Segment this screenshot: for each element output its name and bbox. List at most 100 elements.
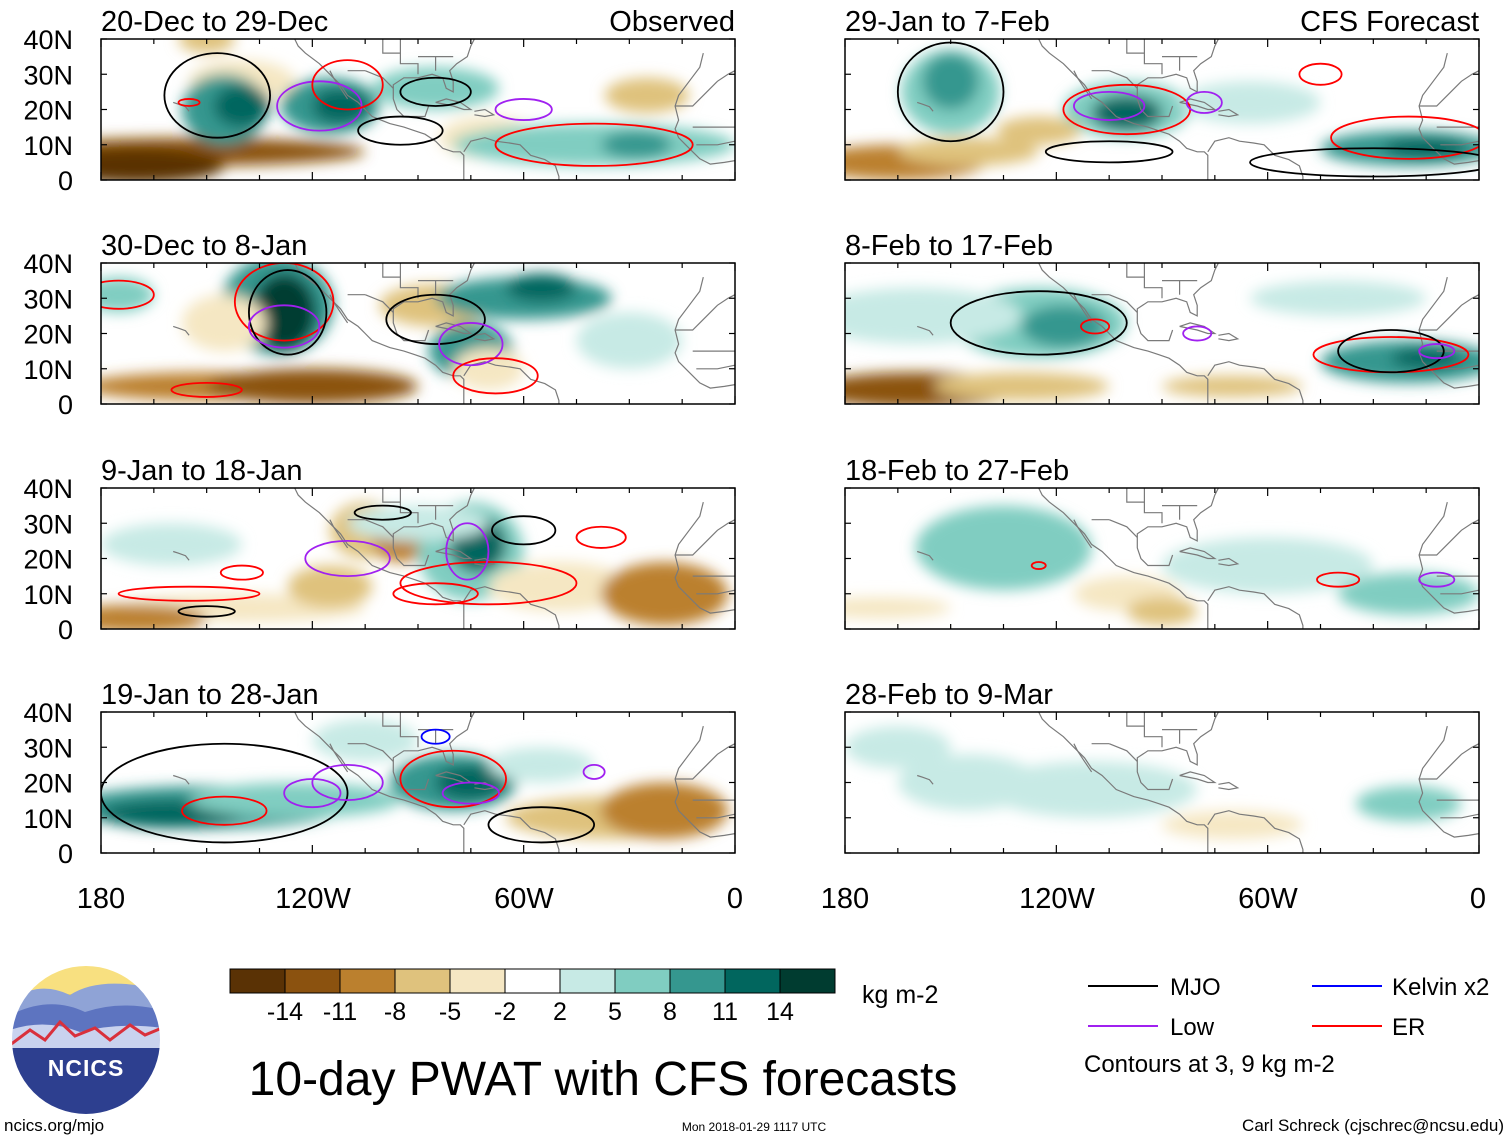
- wave-contour: [233, 263, 335, 342]
- pwat-anomaly-region: [1338, 572, 1479, 615]
- coastline: [1440, 140, 1479, 146]
- wave-contour: [949, 290, 1128, 356]
- coastline: [1073, 743, 1093, 773]
- pwat-anomaly-region: [206, 368, 418, 404]
- coastline: [1179, 771, 1217, 784]
- x-tick-180: 180: [77, 883, 125, 915]
- wave-contour: [181, 795, 268, 826]
- colorbar-swatch: [339, 968, 396, 994]
- coastline: [329, 743, 349, 773]
- map-panel: 9-Jan to 18-Jan 40N 30N 20N 10N 0: [23, 455, 736, 645]
- coastline: [1126, 488, 1145, 503]
- wave-contour: [1330, 115, 1479, 160]
- coastline: [463, 137, 560, 180]
- colorbar-units: kg m-2: [862, 981, 938, 1009]
- wave-contour: [1337, 329, 1445, 374]
- colorbar-label: -8: [384, 998, 406, 1026]
- coastline: [329, 519, 349, 549]
- wave-contour: [117, 585, 261, 602]
- colorbar-swatch: [724, 968, 781, 994]
- pwat-anomaly-region: [601, 130, 672, 159]
- wave-contour: [276, 80, 363, 132]
- pwat-anomaly-region: [922, 53, 979, 110]
- coastline: [364, 519, 394, 538]
- pwat-anomaly-region: [1162, 537, 1374, 594]
- pwat-anomaly-region: [1162, 810, 1303, 839]
- colorbar: -14 -11 -8 -5 -2 2 5 8 11 14: [229, 968, 836, 1026]
- website-link[interactable]: ncics.org/mjo: [4, 1116, 104, 1135]
- y-tick-label: 20N: [23, 320, 73, 350]
- colorbar-label: -5: [439, 998, 461, 1026]
- colorbar-swatch: [394, 968, 451, 994]
- colorbar-swatch: [669, 968, 726, 994]
- coastline: [294, 712, 465, 853]
- y-tick-label: 10N: [23, 804, 73, 834]
- pwat-anomaly-region: [576, 312, 683, 369]
- coastline: [1218, 557, 1240, 567]
- coastline: [1418, 52, 1479, 165]
- coastline: [1218, 781, 1240, 791]
- map-panel: 8-Feb to 17-Feb: [844, 230, 1480, 405]
- pwat-anomaly-region: [601, 562, 728, 626]
- wave-contour: [311, 59, 384, 111]
- wave-contour: [311, 763, 384, 802]
- coastline: [696, 589, 735, 595]
- wave-contour: [177, 98, 201, 107]
- coastline: [1038, 39, 1209, 180]
- coastline: [1218, 108, 1240, 118]
- pwat-anomaly-region: [985, 761, 1198, 818]
- coastline: [1073, 294, 1093, 324]
- coastline: [474, 108, 496, 118]
- wave-contour: [1418, 571, 1456, 588]
- colorbar-label: 2: [553, 998, 567, 1026]
- y-tick-label: 10N: [23, 355, 73, 385]
- coastline: [1207, 137, 1304, 180]
- map-panel: 18-Feb to 27-Feb: [844, 455, 1480, 630]
- pwat-anomaly-region: [312, 88, 369, 124]
- coastline: [1108, 519, 1138, 538]
- x-tick-180: 180: [821, 883, 869, 915]
- legend-mjo-label: MJO: [1170, 974, 1221, 1001]
- wave-contour: [399, 76, 472, 107]
- coastline: [1143, 488, 1163, 524]
- y-tick-label: 40N: [23, 698, 73, 728]
- wave-contour: [304, 539, 391, 578]
- figure-title: 10-day PWAT with CFS forecasts: [249, 1053, 958, 1106]
- wave-contour: [101, 742, 349, 844]
- y-tick-label: 40N: [23, 249, 73, 279]
- coastline: [1179, 322, 1217, 335]
- y-tick-label: 0: [58, 166, 73, 196]
- x-axis-right: 180 120W 60W 0: [821, 883, 1486, 915]
- colorbar-swatch: [284, 968, 341, 994]
- panel-title: 18-Feb to 27-Feb: [845, 455, 1069, 487]
- pwat-anomaly-region: [101, 604, 207, 629]
- coastline: [1218, 332, 1240, 342]
- coastline: [364, 743, 394, 762]
- pwat-anomaly-region: [488, 562, 630, 612]
- pwat-anomaly-region: [996, 116, 1081, 145]
- y-tick-label: 20N: [23, 769, 73, 799]
- panel-title: 19-Jan to 28-Jan: [101, 679, 319, 711]
- x-tick-60w: 60W: [1238, 883, 1298, 915]
- timestamp: Mon 2018-01-29 1117 UTC: [682, 1120, 827, 1134]
- colorbar-label: 5: [608, 998, 622, 1026]
- coastline: [1073, 519, 1093, 549]
- colorbar-swatch: [779, 968, 836, 994]
- coastline: [399, 263, 419, 299]
- colorbar-swatch: [449, 968, 506, 994]
- coastline: [173, 550, 190, 561]
- coastline: [696, 813, 735, 819]
- coastline: [1126, 39, 1145, 54]
- y-tick-label: 10N: [23, 580, 73, 610]
- x-tick-120w: 120W: [1019, 883, 1095, 915]
- coastline: [173, 325, 190, 336]
- panel-tag: CFS Forecast: [1300, 6, 1479, 38]
- pwat-anomaly-region: [101, 277, 154, 313]
- colorbar-label: -11: [323, 998, 357, 1026]
- coastline: [1179, 547, 1217, 560]
- pwat-anomaly-region: [897, 137, 1039, 166]
- wave-contour: [399, 561, 578, 606]
- colorbar-label: 11: [712, 998, 738, 1026]
- wave-contour: [1298, 62, 1343, 86]
